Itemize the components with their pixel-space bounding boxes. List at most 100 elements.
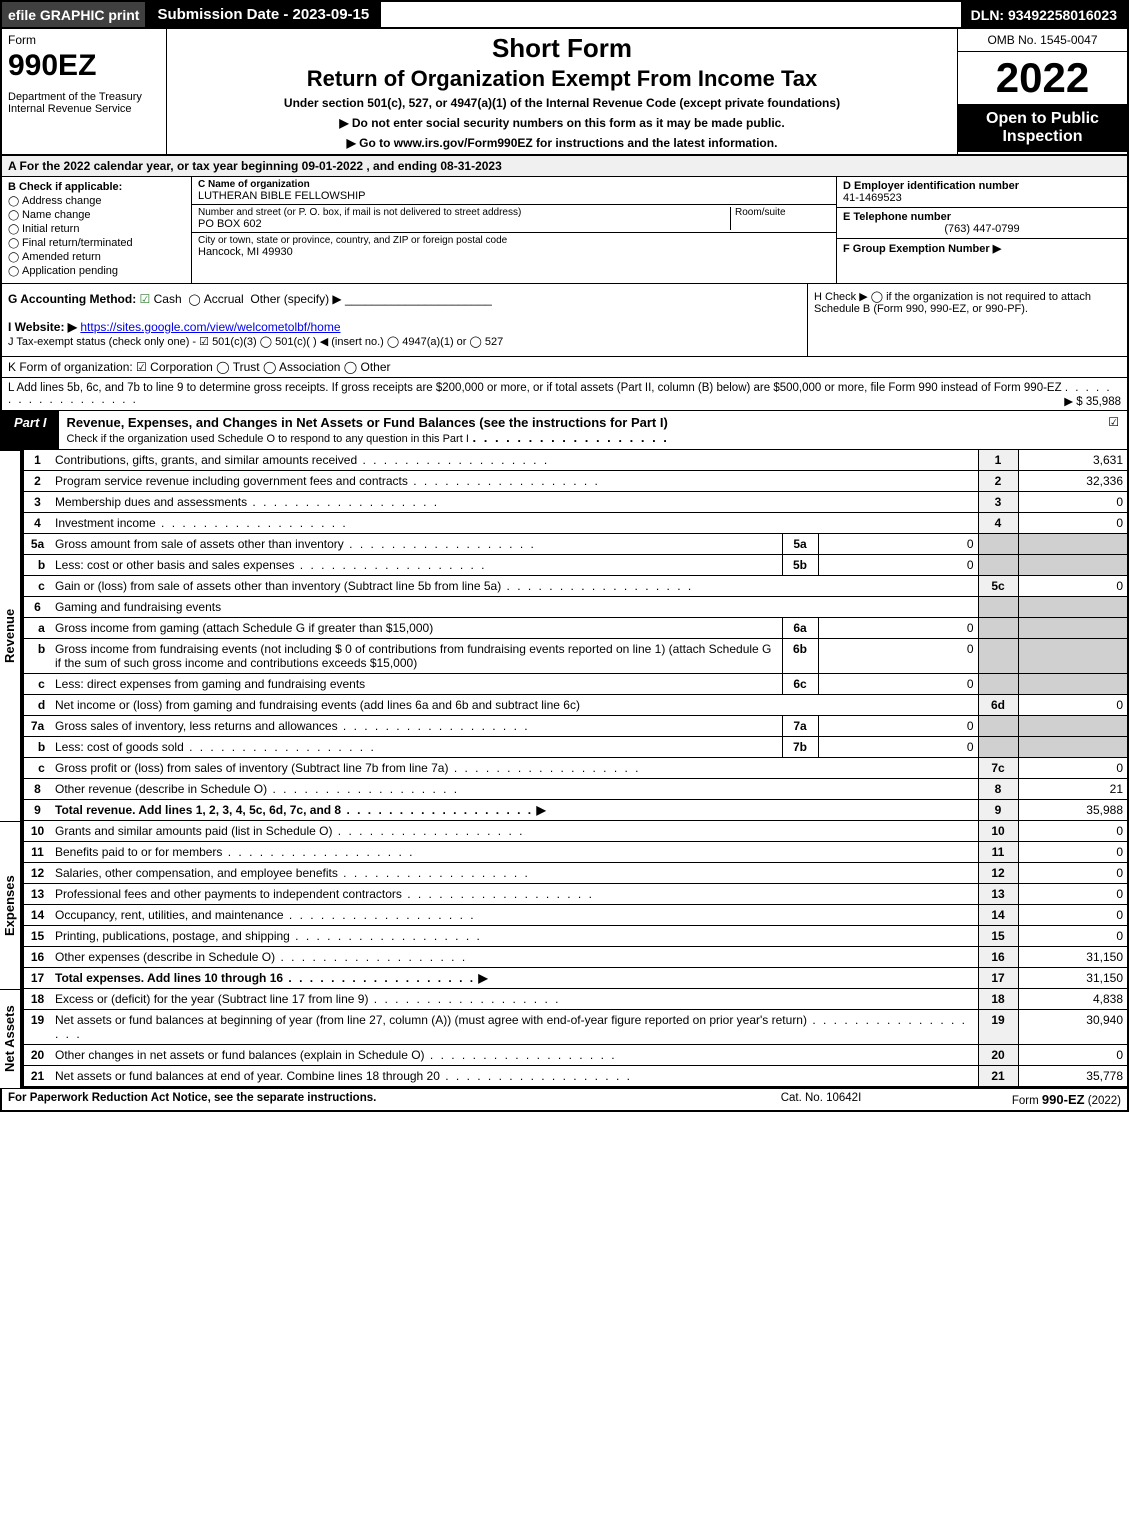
chk-application-pending[interactable]: Application pending <box>8 265 185 277</box>
org-city: Hancock, MI 49930 <box>198 246 830 258</box>
part-i-sub: Check if the organization used Schedule … <box>67 433 469 445</box>
section-b-checkboxes: B Check if applicable: Address change Na… <box>2 177 192 283</box>
line-6c: cLess: direct expenses from gaming and f… <box>23 674 1128 695</box>
line-6d: dNet income or (loss) from gaming and fu… <box>23 695 1128 716</box>
form-header: Form 990EZ Department of the Treasury In… <box>0 29 1129 156</box>
chk-address-change[interactable]: Address change <box>8 195 185 207</box>
footer-form-id: Form 990-EZ (2022) <box>921 1092 1121 1107</box>
form-title-block: Short Form Return of Organization Exempt… <box>167 29 957 154</box>
org-city-label: City or town, state or province, country… <box>198 235 830 246</box>
org-address: PO BOX 602 <box>198 218 730 230</box>
line-2: 2Program service revenue including gover… <box>23 471 1128 492</box>
net-assets-table: 18Excess or (deficit) for the year (Subt… <box>22 989 1129 1088</box>
section-c-org-identity: C Name of organization LUTHERAN BIBLE FE… <box>192 177 837 283</box>
form-title-short: Short Form <box>177 33 947 64</box>
line-6: 6Gaming and fundraising events <box>23 597 1128 618</box>
line-7c: cGross profit or (loss) from sales of in… <box>23 758 1128 779</box>
line-18: 18Excess or (deficit) for the year (Subt… <box>23 989 1128 1010</box>
revenue-section: Revenue 1Contributions, gifts, grants, a… <box>0 450 1129 821</box>
line-10: 10Grants and similar amounts paid (list … <box>23 821 1128 842</box>
spacer <box>381 2 960 27</box>
line-l-text: L Add lines 5b, 6c, and 7b to line 9 to … <box>8 382 1062 394</box>
line-3: 3Membership dues and assessments30 <box>23 492 1128 513</box>
line-k-org-form: K Form of organization: ☑ Corporation ◯ … <box>0 357 1129 378</box>
ein-value: 41-1469523 <box>843 192 902 204</box>
line-i-label: I Website: ▶ <box>8 320 77 334</box>
part-i-title-wrap: Revenue, Expenses, and Changes in Net As… <box>59 411 1101 449</box>
page-footer: For Paperwork Reduction Act Notice, see … <box>0 1088 1129 1112</box>
line-19: 19Net assets or fund balances at beginni… <box>23 1010 1128 1045</box>
form-id-block: Form 990EZ Department of the Treasury In… <box>2 29 167 154</box>
line-15: 15Printing, publications, postage, and s… <box>23 926 1128 947</box>
part-i-header: Part I Revenue, Expenses, and Changes in… <box>0 411 1129 450</box>
line-a-text: A For the 2022 calendar year, or tax yea… <box>8 159 502 173</box>
section-def-numbers: D Employer identification number 41-1469… <box>837 177 1127 283</box>
line-20: 20Other changes in net assets or fund ba… <box>23 1045 1128 1066</box>
phone-label: E Telephone number <box>843 211 951 223</box>
expenses-section: Expenses 10Grants and similar amounts pa… <box>0 821 1129 989</box>
group-exemption-label: F Group Exemption Number ▶ <box>843 243 1001 255</box>
line-5a: 5aGross amount from sale of assets other… <box>23 534 1128 555</box>
line-8: 8Other revenue (describe in Schedule O)8… <box>23 779 1128 800</box>
chk-name-change[interactable]: Name change <box>8 209 185 221</box>
net-assets-section: Net Assets 18Excess or (deficit) for the… <box>0 989 1129 1088</box>
submission-date: Submission Date - 2023-09-15 <box>147 2 381 27</box>
line-11: 11Benefits paid to or for members110 <box>23 842 1128 863</box>
org-addr-label: Number and street (or P. O. box, if mail… <box>198 207 730 218</box>
line-a-tax-year: A For the 2022 calendar year, or tax yea… <box>0 156 1129 177</box>
org-info-block: B Check if applicable: Address change Na… <box>0 177 1129 284</box>
line-j-tax-exempt: J Tax-exempt status (check only one) - ☑… <box>8 336 503 348</box>
form-meta-block: OMB No. 1545-0047 2022 Open to Public In… <box>957 29 1127 154</box>
dln-number: DLN: 93492258016023 <box>961 2 1127 27</box>
department-label: Department of the Treasury Internal Reve… <box>8 91 160 115</box>
chk-final-return[interactable]: Final return/terminated <box>8 237 185 249</box>
line-7a: 7aGross sales of inventory, less returns… <box>23 716 1128 737</box>
line-21: 21Net assets or fund balances at end of … <box>23 1066 1128 1088</box>
section-b-label: B Check if applicable: <box>8 181 122 193</box>
form-word: Form <box>8 33 160 47</box>
line-l-amount: ▶ $ 35,988 <box>1064 394 1121 408</box>
omb-number: OMB No. 1545-0047 <box>958 29 1127 52</box>
form-number: 990EZ <box>8 49 160 83</box>
line-9: 9Total revenue. Add lines 1, 2, 3, 4, 5c… <box>23 800 1128 821</box>
line-h-schedule-b: H Check ▶ ◯ if the organization is not r… <box>807 284 1127 356</box>
chk-other-specify[interactable]: Other (specify) ▶ <box>250 292 341 306</box>
line-6a: aGross income from gaming (attach Schedu… <box>23 618 1128 639</box>
line-17: 17Total expenses. Add lines 10 through 1… <box>23 968 1128 989</box>
chk-accrual[interactable]: Accrual <box>188 292 243 306</box>
public-inspection-badge: Open to Public Inspection <box>958 104 1127 152</box>
accounting-schedule-row: G Accounting Method: Cash Accrual Other … <box>0 284 1129 357</box>
ssn-warning: ▶ Do not enter social security numbers o… <box>177 116 947 130</box>
ein-label: D Employer identification number <box>843 180 1019 192</box>
part-i-tab: Part I <box>2 411 59 449</box>
form-subtitle: Under section 501(c), 527, or 4947(a)(1)… <box>177 96 947 110</box>
efile-print-button[interactable]: efile GRAPHIC print <box>2 2 147 27</box>
org-room-label: Room/suite <box>735 207 830 218</box>
revenue-side-label: Revenue <box>0 450 22 821</box>
line-12: 12Salaries, other compensation, and empl… <box>23 863 1128 884</box>
line-g-label: G Accounting Method: <box>8 292 136 306</box>
top-bar: efile GRAPHIC print Submission Date - 20… <box>0 0 1129 29</box>
chk-amended-return[interactable]: Amended return <box>8 251 185 263</box>
line-1: 1Contributions, gifts, grants, and simil… <box>23 450 1128 471</box>
phone-value: (763) 447-0799 <box>843 223 1121 235</box>
chk-cash[interactable]: Cash <box>140 292 182 306</box>
line-g-accounting: G Accounting Method: Cash Accrual Other … <box>2 284 807 356</box>
expenses-side-label: Expenses <box>0 821 22 989</box>
line-13: 13Professional fees and other payments t… <box>23 884 1128 905</box>
line-5c: cGain or (loss) from sale of assets othe… <box>23 576 1128 597</box>
org-name-label: C Name of organization <box>198 179 310 190</box>
line-16: 16Other expenses (describe in Schedule O… <box>23 947 1128 968</box>
footer-paperwork-notice: For Paperwork Reduction Act Notice, see … <box>8 1092 721 1107</box>
part-i-title: Revenue, Expenses, and Changes in Net As… <box>67 415 668 430</box>
net-assets-side-label: Net Assets <box>0 989 22 1088</box>
part-i-checkbox[interactable]: ☑ <box>1100 411 1127 449</box>
line-14: 14Occupancy, rent, utilities, and mainte… <box>23 905 1128 926</box>
website-link[interactable]: https://sites.google.com/view/welcometol… <box>80 320 340 334</box>
line-l-gross-receipts: L Add lines 5b, 6c, and 7b to line 9 to … <box>0 378 1129 411</box>
line-6b: bGross income from fundraising events (n… <box>23 639 1128 674</box>
irs-link-instruction[interactable]: ▶ Go to www.irs.gov/Form990EZ for instru… <box>177 136 947 150</box>
chk-initial-return[interactable]: Initial return <box>8 223 185 235</box>
expenses-table: 10Grants and similar amounts paid (list … <box>22 821 1129 989</box>
org-name: LUTHERAN BIBLE FELLOWSHIP <box>198 190 830 202</box>
